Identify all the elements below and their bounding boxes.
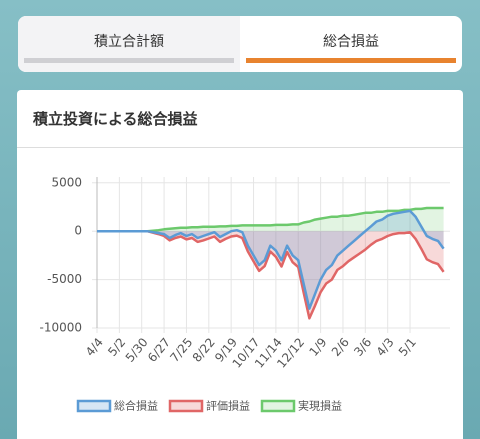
series-line (97, 209, 445, 310)
divider (17, 147, 463, 148)
x-tick-label: 1/9 (306, 335, 329, 359)
legend-swatch (76, 399, 112, 413)
x-tick-label: 7/25 (167, 335, 195, 365)
x-tick-label: 4/4 (83, 335, 106, 359)
tab-label: 積立合計額 (94, 34, 164, 50)
x-tick-label: 8/22 (190, 335, 218, 365)
series-line (97, 206, 444, 233)
legend-swatch (168, 399, 204, 413)
series-area (97, 231, 444, 319)
legend-label: 評価損益 (206, 399, 250, 413)
x-tick-label: 3/6 (351, 335, 374, 359)
series-area (97, 208, 444, 232)
x-tick-label: 2/6 (329, 335, 352, 359)
tab[interactable]: 積立合計額 (18, 16, 240, 72)
x-tick-label: 5/1 (396, 335, 419, 359)
x-tick-label: 6/27 (145, 335, 173, 365)
tab-indicator (24, 58, 234, 63)
card: 積立投資による総合損益 5000 0 -5000 -10000 4/4 5/2 5/30 6/… (17, 90, 463, 439)
tab-label: 総合損益 (323, 34, 379, 50)
tab[interactable]: 総合損益 (240, 16, 462, 72)
series-area (97, 210, 444, 309)
y-tick-label: 0 (74, 224, 82, 238)
x-tick-label: 4/3 (374, 335, 397, 359)
legend-label: 実現損益 (298, 399, 342, 413)
tab-bar: 積立合計額 総合損益 (18, 16, 462, 72)
card-title: 積立投資による総合損益 (33, 110, 198, 128)
y-tick-label: -10000 (39, 321, 82, 335)
x-tick-label: 5/30 (123, 335, 151, 365)
legend-swatch (260, 399, 296, 413)
y-tick-label: -5000 (47, 272, 82, 286)
y-tick-label: 5000 (51, 175, 82, 189)
tab-indicator (246, 58, 456, 63)
legend-label: 総合損益 (114, 399, 158, 413)
